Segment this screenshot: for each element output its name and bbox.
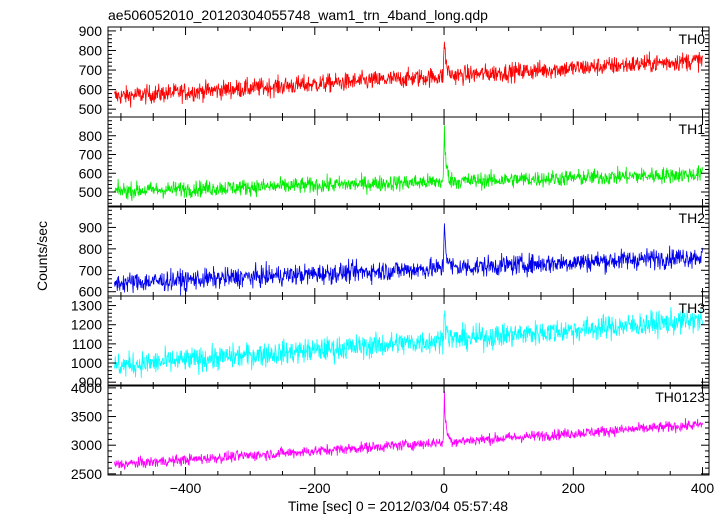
- series-line-th3: [114, 307, 703, 379]
- panel-label-th0: TH0: [679, 31, 706, 47]
- y-tick-label: 500: [79, 101, 103, 117]
- panels-group: 500 600 700 800 900 TH0 500 600 700 800 TH1 600 700 8…: [71, 23, 710, 482]
- series-line-th2: [114, 223, 703, 296]
- panel-label-th1: TH1: [679, 121, 706, 137]
- panel-th0: 500 600 700 800 900 TH0: [79, 23, 710, 118]
- panel-th3: 900 1000 1100 1200 1300 TH3: [71, 295, 710, 390]
- y-tick-label: 800: [79, 241, 103, 257]
- y-tick-label: 1100: [72, 336, 102, 352]
- x-axis-label: Time [sec] 0 = 2012/03/04 05:57:48: [288, 498, 508, 514]
- x-tick-label: 0: [440, 480, 448, 496]
- panel-frame: [107, 295, 710, 387]
- panel-label-th3: TH3: [679, 300, 706, 316]
- panel-label-th0123: TH0123: [655, 389, 705, 405]
- y-tick-label: 4000: [71, 380, 102, 396]
- x-tick-label: 400: [691, 480, 715, 496]
- panel-th0123: 2500 3000 3500 4000 TH0123: [71, 380, 710, 482]
- y-tick-label: 800: [79, 42, 103, 58]
- y-tick-label: 700: [79, 147, 103, 163]
- y-tick-label: 1200: [71, 317, 102, 333]
- y-tick-label: 800: [79, 128, 103, 144]
- y-tick-label: 700: [79, 262, 103, 278]
- y-tick-label: 600: [79, 82, 103, 98]
- y-tick-label: 500: [79, 184, 103, 200]
- y-tick-label: 900: [79, 23, 103, 39]
- series-line-th0: [114, 41, 703, 108]
- panel-frame: [107, 384, 710, 476]
- panel-th1: 500 600 700 800 TH1: [79, 116, 710, 208]
- y-tick-label: 1000: [71, 355, 102, 371]
- panel-th2: 600 700 800 900 TH2: [79, 205, 710, 300]
- y-tick-label: 2500: [71, 466, 102, 482]
- x-axis-ticks: −400 −200 0 200 400: [170, 480, 715, 496]
- y-tick-label: 700: [79, 62, 103, 78]
- y-tick-label: 900: [79, 219, 103, 235]
- series-line-th0123: [114, 390, 703, 471]
- y-tick-label: 1300: [71, 298, 102, 314]
- x-tick-label: 200: [562, 480, 586, 496]
- y-tick-label: 3000: [71, 437, 102, 453]
- series-line-th1: [114, 125, 703, 201]
- chart-title: ae506052010_20120304055748_wam1_trn_4ban…: [108, 7, 488, 23]
- x-tick-label: −400: [170, 480, 202, 496]
- y-axis-label: Counts/sec: [34, 221, 50, 291]
- y-tick-label: 3500: [71, 409, 102, 425]
- x-tick-label: −200: [299, 480, 331, 496]
- y-tick-label: 900: [79, 374, 103, 390]
- y-tick-label: 600: [79, 165, 103, 181]
- panel-frame: [107, 205, 710, 297]
- y-tick-label: 600: [79, 284, 103, 300]
- panel-label-th2: TH2: [679, 210, 706, 226]
